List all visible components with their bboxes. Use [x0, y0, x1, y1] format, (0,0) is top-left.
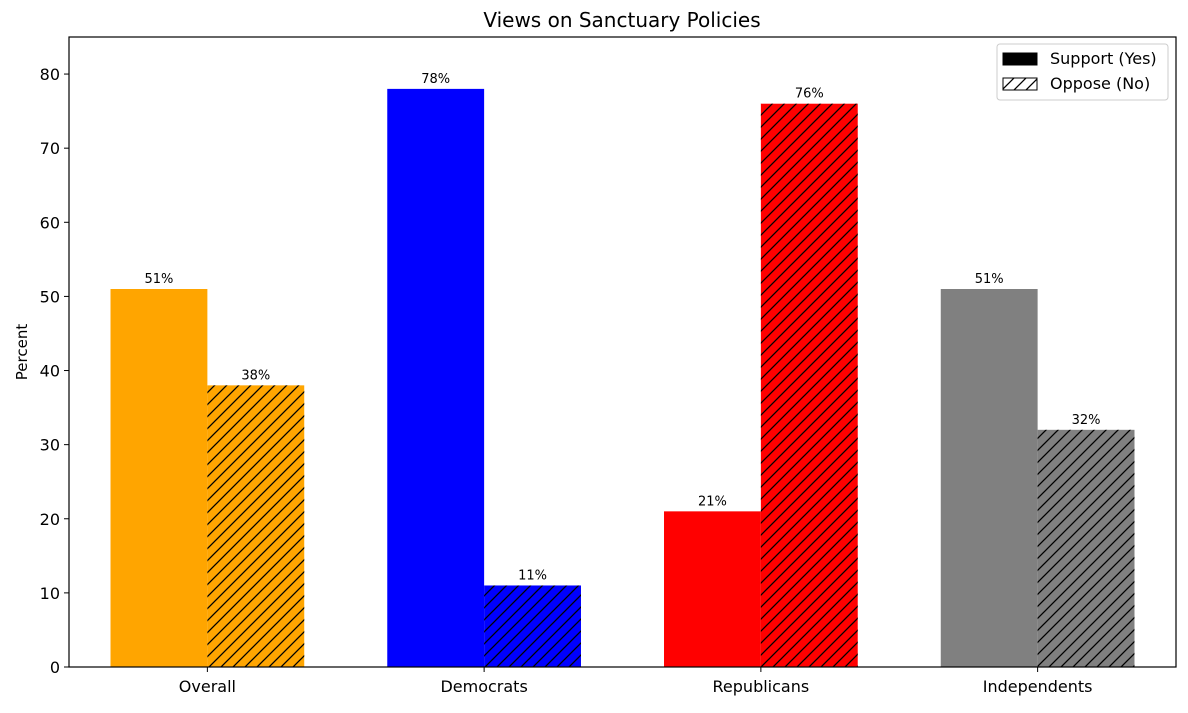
- legend-label-1: Oppose (No): [1050, 74, 1150, 93]
- legend-swatch-0: [1002, 52, 1038, 66]
- data-label-0-0: 51%: [144, 272, 173, 287]
- y-tick-label-7: 70: [40, 139, 60, 158]
- data-label-0-2: 21%: [698, 494, 727, 509]
- x-tick-label-0: Overall: [179, 677, 236, 696]
- data-label-1-1: 11%: [518, 568, 547, 583]
- y-tick-label-5: 50: [40, 287, 60, 306]
- x-tick-label-2: Republicans: [713, 677, 810, 696]
- y-axis-label: Percent: [13, 324, 31, 381]
- chart-title: Views on Sanctuary Policies: [483, 8, 760, 32]
- legend-label-0: Support (Yes): [1050, 49, 1157, 68]
- legend-box: [996, 43, 1169, 101]
- legend: Support (Yes) Oppose (No): [996, 43, 1169, 101]
- y-tick-label-4: 40: [40, 362, 60, 381]
- data-label-0-3: 51%: [975, 272, 1004, 287]
- legend-swatch-hatch-1: [1003, 78, 1037, 90]
- bar-0-2: [664, 511, 761, 667]
- bar-0-3: [940, 289, 1038, 667]
- plot-frame: [68, 36, 1177, 668]
- y-tick-label-3: 30: [40, 436, 60, 455]
- bar-0-0: [110, 289, 208, 667]
- data-label-1-0: 38%: [241, 368, 270, 383]
- bar-0-1: [387, 88, 485, 668]
- data-label-1-2: 76%: [795, 87, 824, 102]
- data-label-1-3: 32%: [1072, 413, 1101, 428]
- bar-hatch-1-0: [207, 385, 305, 667]
- bar-hatch-1-3: [1037, 429, 1135, 667]
- y-tick-label-0: 0: [50, 658, 60, 677]
- y-tick-label-8: 80: [40, 65, 60, 84]
- x-tick-label-3: Independents: [983, 677, 1093, 696]
- bar-hatch-1-1: [484, 585, 581, 667]
- x-tick-label-1: Democrats: [440, 677, 527, 696]
- data-label-0-1: 78%: [421, 72, 450, 87]
- y-tick-label-1: 10: [40, 584, 60, 603]
- y-tick-label-2: 20: [40, 510, 60, 529]
- y-tick-label-6: 60: [40, 213, 60, 232]
- bar-hatch-1-2: [760, 103, 858, 668]
